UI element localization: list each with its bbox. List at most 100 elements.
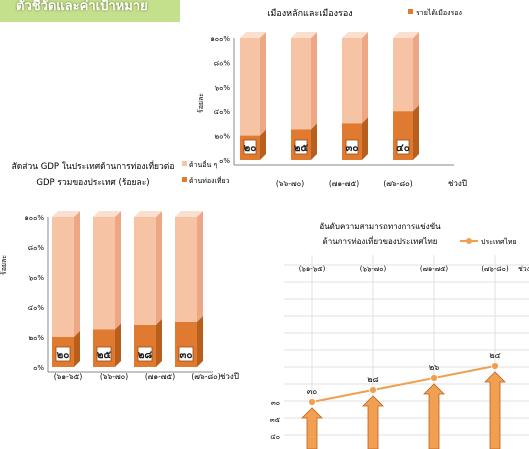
bar-data-label-box xyxy=(243,139,257,155)
x-category-label: (๗๖-๘๐) xyxy=(191,372,220,381)
series-line-thailand xyxy=(311,365,496,403)
bar-side-other xyxy=(156,211,162,325)
chart1-xlabel: ช่วงปี xyxy=(448,179,467,188)
x-category-label: (๖๖-๗๐) xyxy=(276,179,304,188)
y-tick-label: ๔๐% xyxy=(28,304,45,312)
chart2-title-line2: GDP รวมของประเทศ (ร้อยละ) xyxy=(36,177,149,188)
bar-side-value xyxy=(74,331,80,367)
series-data-label: ๒๘ xyxy=(367,375,378,384)
bar-data-label-box xyxy=(345,139,359,155)
bar-top-face xyxy=(240,32,266,38)
y-tick-label: ๘๐% xyxy=(214,59,231,67)
bar-data-label: ๒๐ xyxy=(244,143,257,154)
x-category-label: (๗๖-๘๐) xyxy=(383,179,412,188)
banner: ตัวชี้วัดและค่าเป้าหมาย xyxy=(0,0,180,22)
x-category-label: (๗๑-๗๕) xyxy=(145,372,175,381)
y-tick-label: ๔๐% xyxy=(214,108,231,116)
bar-side-value xyxy=(197,316,203,367)
x-category-label: (๗๖-๘๐) xyxy=(481,265,509,273)
bar-top-face xyxy=(93,211,121,217)
y-tick-label: ๔๐ xyxy=(270,433,280,441)
series-point xyxy=(430,374,438,382)
chart3-legend-marker xyxy=(466,238,472,244)
x-category-label: (๗๑-๗๕) xyxy=(420,265,449,273)
bar-segment-other xyxy=(240,38,260,136)
chart-main-secondary-cities: เมืองหลักและเมืองรอง รายได้เมืองรอง ร้อย… xyxy=(190,0,529,192)
x-category-label: (๗๑-๗๕) xyxy=(329,179,359,188)
bar-data-label-box xyxy=(137,346,153,362)
bar-top-face xyxy=(52,211,80,217)
rank-arrow xyxy=(484,371,506,449)
y-tick-label: ๘๐% xyxy=(28,244,45,252)
bar-top-face xyxy=(175,211,203,217)
bar-top-face xyxy=(291,32,317,38)
y-tick-label: ๐% xyxy=(219,157,230,165)
y-tick-label: ๑๐๐% xyxy=(24,214,44,222)
chart1-ylabel: ร้อยละ xyxy=(197,93,205,113)
bar-top-face xyxy=(342,32,368,38)
bar-segment-other xyxy=(393,38,413,112)
bar-data-label: ๒๐ xyxy=(57,350,70,361)
bar-segment-other xyxy=(342,38,362,124)
chart2-ylabel: ร้อยละ xyxy=(0,255,8,275)
y-tick-label: ๓๕ xyxy=(270,416,280,424)
y-tick-label: ๓๐ xyxy=(271,399,280,407)
chart1-title: เมืองหลักและเมืองรอง xyxy=(267,8,352,19)
chart-tourism-gdp-share: สัดส่วน GDP ในประเทศด้านการท่องเที่ยวต่อ… xyxy=(0,155,245,400)
bar-side-value xyxy=(260,129,266,160)
bar-top-face xyxy=(134,211,162,217)
bar-data-label-box xyxy=(55,346,71,362)
series-data-label: ๒๔ xyxy=(489,351,500,360)
bar-segment-other xyxy=(93,217,115,330)
y-tick-label: ๒๐% xyxy=(214,133,230,141)
series-point xyxy=(369,386,377,394)
chart2-legend-swatch-tourism xyxy=(182,177,187,182)
series-data-label: ๓๐ xyxy=(307,387,317,396)
banner-text: ตัวชี้วัดและค่าเป้าหมาย xyxy=(16,0,148,14)
x-category-label: (๖๑-๖๕) xyxy=(54,372,83,381)
y-tick-label: ๑๐๐% xyxy=(210,35,230,43)
y-tick-label: ๒๐% xyxy=(28,334,44,342)
bar-side-other xyxy=(115,211,121,330)
bar-segment-other xyxy=(134,217,156,325)
bar-side-value xyxy=(115,323,121,367)
chart3-title-line2: ด้านการท่องเที่ยวของประเทศไทย xyxy=(323,235,438,246)
bar-data-label: ๒๕ xyxy=(97,350,112,361)
bar-data-label: ๒๕ xyxy=(294,143,309,154)
bar-segment-other xyxy=(291,38,311,130)
chart1-legend-label: รายได้เมืองรอง xyxy=(416,8,462,17)
bar-segment-other xyxy=(175,217,197,322)
bar-data-label: ๔๐ xyxy=(396,143,410,154)
chart1-legend-swatch xyxy=(408,9,413,14)
chart3-title-line1: อันดับความสามารถทางการแข่งขัน xyxy=(319,222,441,231)
chart2-xlabel: ช่วงปี xyxy=(220,372,239,381)
series-point xyxy=(308,398,316,406)
chart-competitiveness-ranking: อันดับความสามารถทางการแข่งขัน ด้านการท่อ… xyxy=(262,215,529,449)
chart3-xlabel: ช่วงปี xyxy=(518,265,529,273)
rank-arrow xyxy=(362,395,384,449)
y-tick-label: ๖๐% xyxy=(29,274,45,282)
bar-top-face xyxy=(393,32,419,38)
chart2-title-line1: สัดส่วน GDP ในประเทศด้านการท่องเที่ยวต่อ xyxy=(12,160,175,172)
bar-side-other xyxy=(413,32,419,112)
bar-data-label-box xyxy=(396,139,410,155)
x-category-label: (๖๖-๗๐) xyxy=(360,265,387,273)
bar-segment-other xyxy=(52,217,74,337)
chart2-legend-swatch-other xyxy=(182,161,187,166)
chart3-legend-label: ประเทศไทย xyxy=(481,237,517,246)
x-category-label: (๖๑-๖๕) xyxy=(299,265,326,273)
bar-side-other xyxy=(362,32,368,124)
bar-side-other xyxy=(197,211,203,322)
bar-data-label: ๓๐ xyxy=(346,143,359,154)
bar-side-value xyxy=(311,123,317,160)
bar-data-label: ๓๐ xyxy=(180,350,193,361)
x-category-label: (๖๖-๗๐) xyxy=(100,372,128,381)
bar-side-value xyxy=(413,105,419,160)
bar-data-label-box xyxy=(294,139,308,155)
series-point xyxy=(491,362,499,370)
bar-side-other xyxy=(260,32,266,136)
bar-data-label-box xyxy=(96,346,112,362)
bar-side-value xyxy=(362,117,368,160)
rank-arrow xyxy=(301,407,323,449)
bar-data-label-box xyxy=(178,346,194,362)
